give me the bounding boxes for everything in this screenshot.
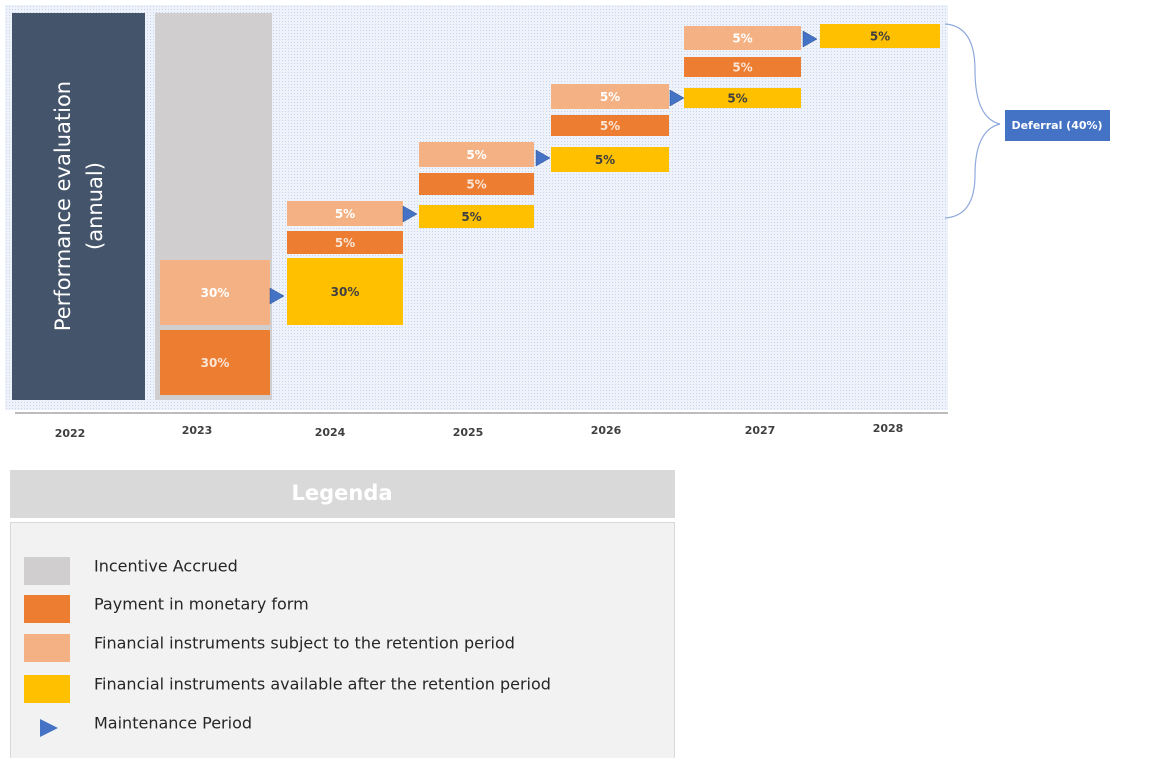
- maintenance-arrow: [669, 89, 685, 107]
- box-label: 5%: [600, 90, 620, 104]
- box-label: 5%: [727, 92, 747, 106]
- year-label: 2026: [591, 424, 622, 437]
- box-label: 30%: [331, 285, 360, 299]
- side-label: (annual): [83, 162, 107, 250]
- period-box: [160, 330, 270, 395]
- box-label: 30%: [201, 356, 230, 370]
- box-label: 5%: [335, 207, 355, 221]
- legend-title: Legenda: [291, 481, 392, 505]
- box-label: 5%: [466, 148, 486, 162]
- legend-item: Financial instruments available after th…: [94, 675, 551, 694]
- legend-swatch: [24, 675, 70, 703]
- year-label: 2024: [315, 426, 346, 439]
- period-box: [287, 231, 403, 254]
- period-box: [287, 201, 403, 226]
- box-label: 5%: [870, 30, 890, 44]
- period-box: [419, 205, 534, 228]
- period-box: [419, 142, 534, 167]
- legend-item: Maintenance Period: [94, 714, 252, 733]
- period-box: [287, 258, 403, 325]
- period-box: [551, 84, 669, 109]
- period-box: [820, 24, 940, 48]
- year-label: 2022: [55, 427, 86, 440]
- box-label: 5%: [732, 32, 752, 46]
- box-label: 5%: [732, 61, 752, 75]
- legend-item: Financial instruments subject to the ret…: [94, 634, 515, 653]
- year-label: 2028: [873, 422, 904, 435]
- period-box: [684, 57, 801, 77]
- period-box: [551, 147, 669, 172]
- maintenance-arrow: [535, 149, 551, 167]
- legend-swatch: [24, 595, 70, 623]
- legend-item: Incentive Accrued: [94, 557, 238, 576]
- box-label: 5%: [595, 153, 615, 167]
- legend-header: [10, 470, 675, 518]
- period-box: [160, 260, 270, 325]
- box-label: 5%: [600, 119, 620, 133]
- maintenance-arrow: [269, 287, 285, 305]
- side-label: Performance evaluation: [51, 81, 75, 331]
- period-box: [419, 173, 534, 195]
- period-box: [684, 88, 801, 108]
- maintenance-arrow: [402, 205, 418, 223]
- year-label: 2025: [453, 426, 484, 439]
- legend-item: Payment in monetary form: [94, 595, 309, 614]
- year-label: 2027: [745, 424, 776, 437]
- box-label: 5%: [461, 210, 481, 224]
- period-box: [551, 115, 669, 136]
- maintenance-arrow: [802, 30, 818, 48]
- legend-body: [10, 522, 675, 758]
- period-box: [684, 26, 801, 50]
- deferral-box: [1005, 110, 1110, 141]
- box-label: 30%: [201, 286, 230, 300]
- box-label: 5%: [335, 236, 355, 250]
- evaluation-box: [12, 13, 145, 400]
- deferral-label: Deferral (40%): [1011, 119, 1102, 132]
- year-label: 2023: [182, 424, 213, 437]
- legend-arrow: [40, 719, 58, 737]
- legend-swatch: [24, 634, 70, 662]
- brace: [944, 23, 1001, 219]
- legend-swatch: [24, 557, 70, 585]
- box-label: 5%: [466, 178, 486, 192]
